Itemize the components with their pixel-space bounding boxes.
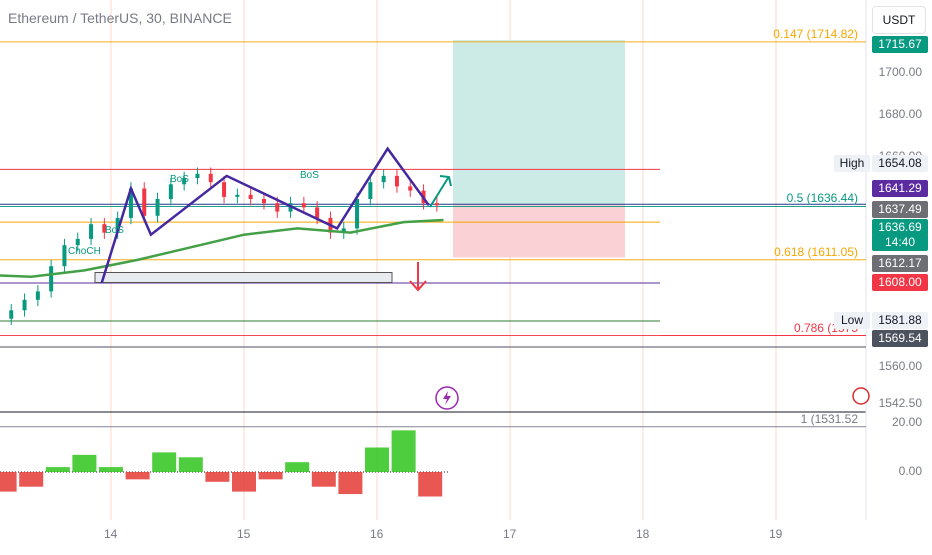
stop-zone [453,204,625,258]
candle-body [75,238,80,246]
candle-body [355,199,360,229]
price-axis-tick: 1542.50 [878,395,922,410]
candle-body [62,245,67,267]
candle-body [128,188,133,218]
candle-body [341,228,346,233]
candle-body [115,217,120,233]
price-label: 1637.49 [872,201,928,218]
candle-body [381,175,386,183]
symbol-title: Ethereum / TetherUS, 30, BINANCE [8,10,232,26]
target-zone [453,40,625,205]
time-axis-label: 18 [636,527,650,541]
candle-body [222,182,227,197]
candle-body [315,207,320,218]
flag-icon [852,387,870,405]
pattern-drawing [100,146,430,284]
fib-level-label: 0.147 (1714.82) [773,26,858,41]
moving-average-line [0,218,444,278]
fib-level-label: 1 (1531.52 [800,411,858,426]
candle-body [301,203,306,208]
oscillator-bar [365,447,389,472]
oscillator-bar [99,467,123,472]
high-low-value: 1654.08 [872,155,928,172]
oscillator-bar [258,472,283,480]
candle-body [261,199,266,204]
oscillator-bar [125,472,150,480]
price-label: 1608.00 [872,274,928,291]
oscillator-bar [72,454,97,472]
currency-button[interactable]: USDT [872,6,926,34]
structure-annotation: BoS [170,174,189,186]
oscillator-bar [285,462,310,472]
candle-body [208,173,213,183]
fib-level-label: 0.5 (1636.44) [786,191,858,206]
price-axis-tick: 1560.00 [878,359,922,373]
candle-body [394,175,399,187]
candle-body [155,199,160,216]
candle-body [368,182,373,199]
price-axis-tick: 1700.00 [878,65,922,79]
lightning-icon-bolt [443,391,451,405]
price-axis-tick: 1680.00 [878,107,922,121]
candle-body [22,299,27,311]
candle-body [275,203,280,212]
candle-body [35,291,40,300]
time-axis-label: 15 [237,527,251,541]
candle-body [434,203,439,206]
time-axis-label: 16 [370,527,384,541]
candle-body [168,184,173,199]
oscillator-axis-tick: 20.00 [891,415,922,429]
candle-body [102,224,107,233]
oscillator-bar [0,472,17,492]
lightning-icon [435,386,459,410]
candle-body [195,173,200,178]
down-arrow [409,262,427,292]
candle-body [248,194,253,199]
oscillator-bar [232,472,256,492]
price-label: 14:40 [872,234,928,251]
oscillator-bar [152,452,177,472]
time-axis-label: 19 [769,527,783,541]
candle-body [89,224,94,239]
oscillator-bar [391,430,416,472]
candle-body [9,310,14,319]
oscillator-bar [45,467,70,472]
high-low-value: 1581.88 [872,312,928,329]
time-axis-label: 14 [104,527,118,541]
oscillator-bar [19,472,44,487]
oscillator-bar [205,472,230,482]
time-axis-label: 17 [503,527,517,541]
candle-body [142,188,147,216]
order-block-box [94,272,393,283]
oscillator-bar [418,472,443,497]
oscillator-bar [338,472,363,495]
structure-annotation: ChoCH [68,245,101,257]
candle-body [49,266,54,292]
candle-body [235,194,240,197]
high-low-tag: Low [834,312,870,329]
candle-body [408,186,413,191]
oscillator-axis-tick: 0.00 [898,464,922,478]
high-low-tag: High [834,155,870,172]
structure-annotation: BoS [300,170,319,182]
structure-annotation: BoS [105,224,124,236]
price-label: 1715.67 [872,36,928,53]
candle-body [182,178,187,185]
price-label: 1569.54 [872,330,928,347]
oscillator-bar [311,472,336,487]
up-arrow [429,175,452,208]
price-label: 1636.69 [872,219,928,236]
price-label: 1612.17 [872,255,928,272]
oscillator-bar [178,457,203,472]
price-label: 1641.29 [872,180,928,197]
fib-level-label: 0.618 (1611.05) [774,244,858,259]
